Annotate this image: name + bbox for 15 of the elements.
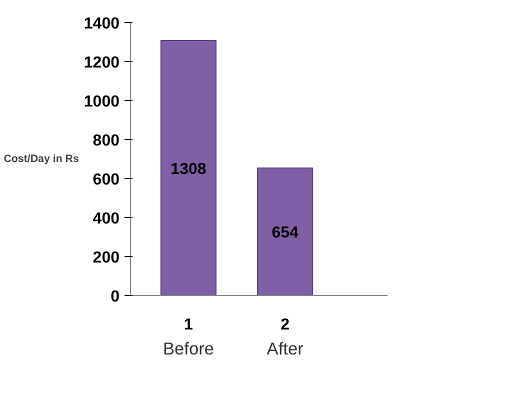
y-tick-label: 800 — [92, 132, 120, 150]
text: Before — [162, 338, 214, 358]
y-tick-label: 1400 — [84, 16, 120, 32]
text: After — [266, 338, 304, 358]
x-tick-label: 2 — [280, 316, 290, 334]
y-tick-label: 1000 — [84, 94, 120, 110]
y-tick-label: 600 — [92, 172, 120, 188]
x-tick-label: 1 — [184, 316, 194, 334]
data-label: 1308 — [170, 160, 206, 178]
y-axis-title: Cost/Day in Rs — [4, 153, 79, 165]
y-tick-label: 1200 — [84, 54, 120, 72]
y-tick-label: 400 — [92, 210, 120, 228]
y-tick-label: 200 — [92, 250, 120, 266]
y-tick-label: 0 — [110, 288, 120, 306]
data-label: 654 — [272, 224, 299, 242]
